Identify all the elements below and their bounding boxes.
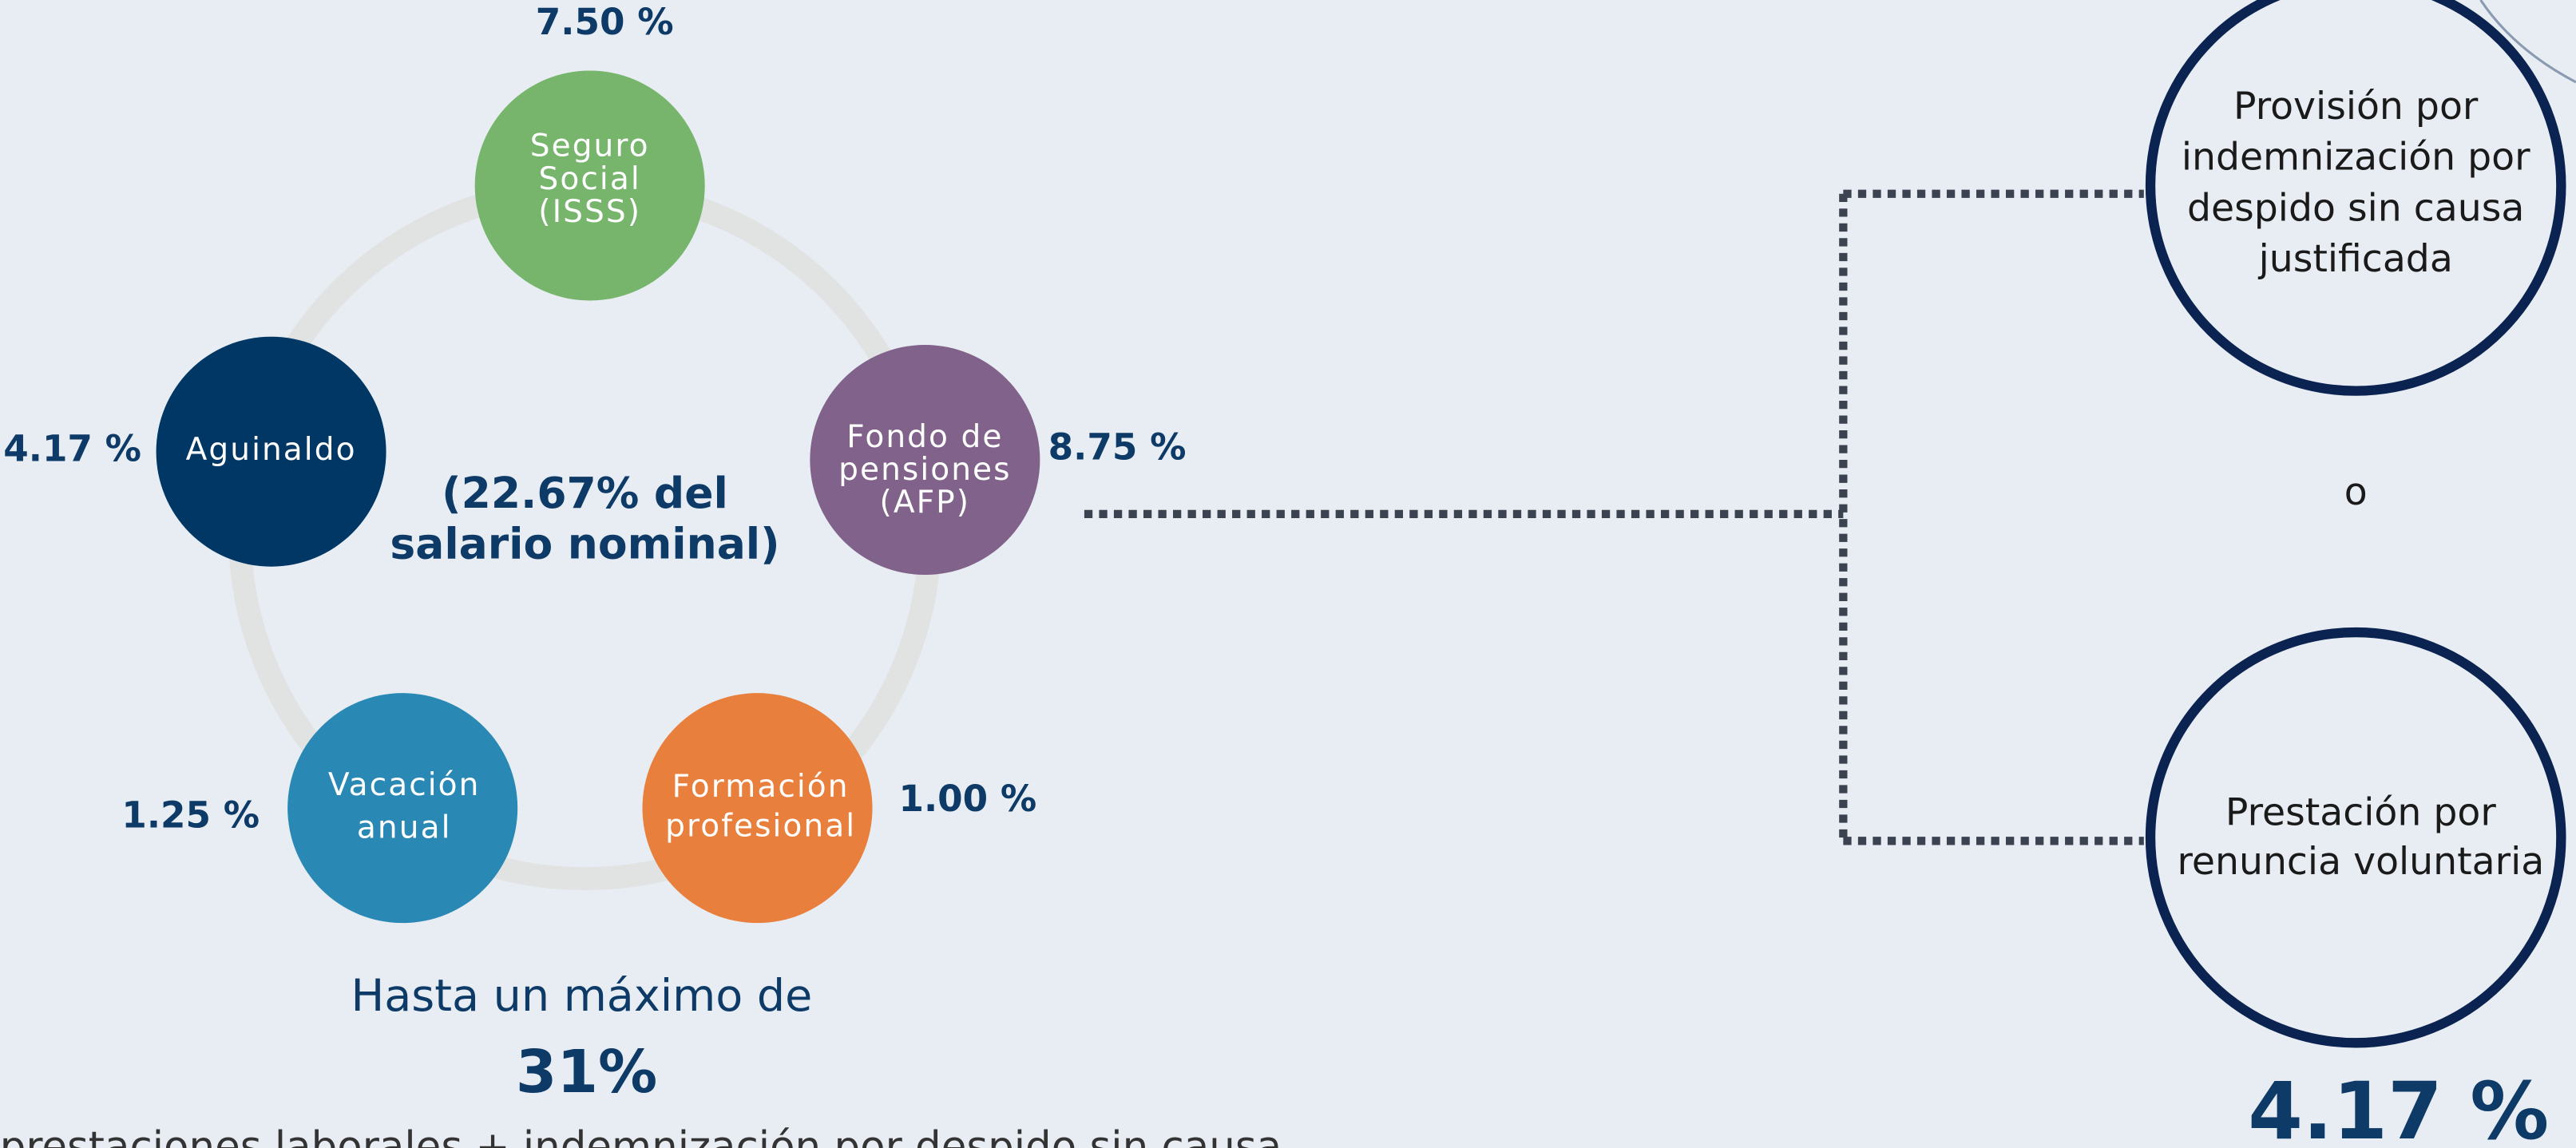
node-label: profesional — [665, 808, 856, 844]
node-label: pensiones — [838, 452, 1011, 488]
option-text: justificada — [2258, 237, 2453, 281]
option-percent: 4.17 % — [2248, 1066, 2549, 1148]
option-text: Provisión por — [2233, 85, 2479, 129]
node-circle — [287, 693, 518, 924]
decoration — [2479, 0, 2576, 84]
footer-max: 31% — [516, 1038, 657, 1106]
center-text: (22.67% del — [442, 468, 728, 518]
option-text: Prestación por — [2225, 790, 2496, 834]
option-text: indemnización por — [2182, 136, 2530, 180]
node-percent: 4.17 % — [3, 428, 141, 470]
node-percent: 1.00 % — [898, 778, 1036, 820]
node-label: (ISSS) — [538, 194, 641, 230]
option-text: despido sin causa — [2187, 186, 2524, 230]
node-label: Aguinaldo — [186, 432, 357, 468]
node-circle — [810, 345, 1040, 576]
node-label: Social — [539, 161, 641, 197]
node-circle — [156, 336, 386, 567]
option-circle — [2145, 0, 2566, 396]
option-circle — [2145, 627, 2566, 1048]
connector — [1084, 189, 2144, 845]
center-text: salario nominal) — [390, 519, 779, 569]
node-label: Formación — [672, 769, 850, 805]
node-label: Vacación — [328, 767, 481, 803]
footer-note: prestaciones laborales + indemnización p… — [0, 1123, 1282, 1148]
footer-intro: Hasta un máximo de — [351, 970, 813, 1022]
option-separator: o — [2344, 470, 2368, 514]
node-percent: 1.25 % — [121, 794, 260, 836]
node-circle — [642, 693, 873, 924]
option-text: renuncia voluntaria — [2178, 840, 2545, 884]
node-label: Fondo de — [846, 419, 1003, 455]
node-label: anual — [357, 810, 452, 845]
node-label: (AFP) — [880, 485, 971, 521]
node-percent: 8.75 % — [1048, 426, 1187, 469]
node-percent: 7.50 % — [536, 1, 674, 43]
node-label: Seguro — [530, 129, 650, 164]
node-circle — [474, 70, 705, 301]
